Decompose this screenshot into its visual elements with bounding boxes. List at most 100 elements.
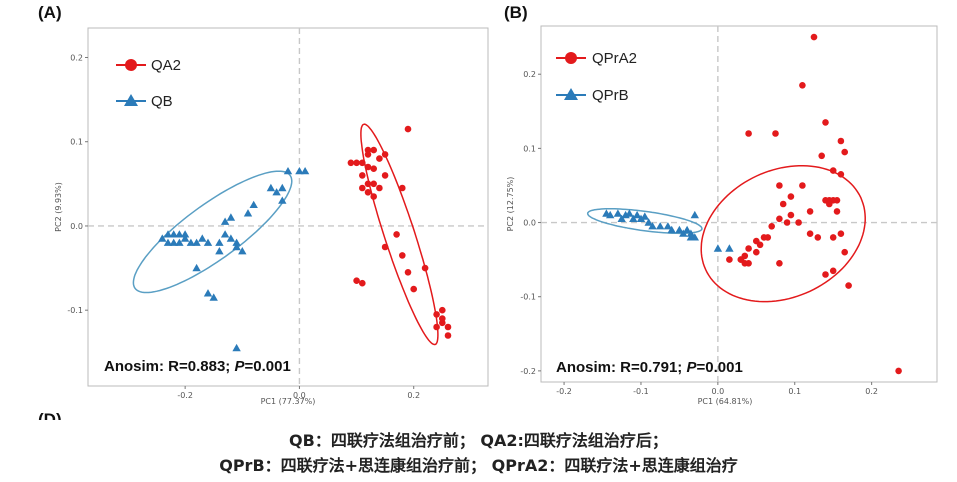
point-qpra2 [783, 219, 791, 226]
point-qpra2 [837, 230, 845, 237]
point-qb [163, 230, 173, 238]
point-qa2 [439, 306, 446, 314]
point-qpra2 [822, 271, 829, 278]
point-qpra2 [795, 219, 802, 226]
x-tick-label: 0.2 [407, 391, 420, 400]
point-qb [220, 230, 230, 238]
point-qa2 [370, 146, 378, 154]
panel-b: (B) -0.2 -0.1 0.0 0.1 0.2 0.20.10.0-0.1-0.2 … [504, 3, 938, 406]
figure-caption: QB：四联疗法组治疗前； QA2:四联疗法组治疗后； QPrB：四联疗法+思连康… [0, 428, 957, 478]
point-qb [192, 263, 201, 272]
point-qa2 [364, 151, 372, 158]
x-tick-label: -0.1 [633, 387, 649, 396]
point-qprb [675, 225, 684, 234]
point-qpra2 [810, 33, 818, 41]
y-tick-label: 0.1 [70, 138, 83, 147]
legend-qb-label: QB [151, 93, 173, 110]
point-qpra2 [753, 248, 760, 256]
point-qa2 [353, 277, 360, 285]
point-qb [158, 234, 167, 242]
point-qpra2 [814, 234, 822, 241]
panel-d-label-cut: (D) [38, 410, 62, 420]
point-qa2 [359, 172, 366, 179]
panel-a-zero-lines [88, 28, 488, 386]
point-qpra2 [787, 211, 795, 219]
y-tick-label: -0.2 [520, 367, 536, 376]
point-qprb [606, 210, 615, 219]
panel-a-points [158, 125, 452, 352]
point-qb [209, 293, 218, 301]
y-tick-label: 0.0 [70, 222, 83, 231]
ellipse-qb [132, 170, 293, 294]
point-qprb [682, 225, 692, 234]
panel-b-y-ticks: 0.2 0.1 0.0 -0.1 -0.2 [520, 70, 541, 376]
point-qb [192, 238, 201, 246]
panel-a-label: (A) [38, 3, 62, 22]
panel-a-plot-border [87, 27, 489, 387]
point-qprb [667, 225, 676, 234]
legend-qb-marker [124, 94, 138, 106]
point-qa2 [444, 332, 452, 339]
point-qb [203, 289, 213, 297]
point-qpra2 [806, 208, 814, 215]
point-qb [169, 230, 178, 238]
point-qpra2 [768, 223, 775, 230]
point-qpra2 [745, 260, 752, 267]
point-qb [238, 247, 247, 255]
point-qa2 [359, 159, 366, 167]
point-qb [226, 213, 236, 221]
caption-line-2: QPrB：四联疗法+思连康组治疗前； QPrA2：四联疗法+思连康组治疗 [219, 456, 738, 475]
point-qprb [713, 244, 723, 252]
point-qpra2 [726, 256, 733, 263]
panel-b-y-axis-label: PC2 (12.75%) [506, 177, 515, 232]
legend-qpra2-label: QPrA2 [592, 50, 637, 67]
point-qb [232, 343, 241, 352]
panel-b-plot-border [540, 25, 938, 383]
point-qpra2 [756, 241, 764, 249]
caption-line-1: QB：四联疗法组治疗前； QA2:四联疗法组治疗后； [289, 431, 668, 450]
point-qb [203, 238, 213, 246]
point-qprb [648, 222, 657, 230]
point-qa2 [376, 155, 383, 162]
point-qa2 [444, 323, 452, 331]
point-qpra2 [841, 248, 848, 256]
point-qpra2 [806, 230, 814, 237]
point-qb [215, 247, 224, 255]
point-qa2 [404, 269, 412, 276]
point-qpra2 [895, 367, 902, 375]
point-qb [295, 167, 304, 175]
x-tick-label: 0.2 [865, 387, 878, 396]
y-tick-label: 0.0 [523, 219, 536, 228]
legend-qa2-marker [125, 59, 137, 71]
panel-b-label: (B) [504, 3, 528, 22]
point-qa2 [353, 159, 360, 167]
panel-b-x-axis-label: PC1 (64.81%) [698, 397, 753, 406]
point-qa2 [347, 159, 355, 167]
point-qb [186, 238, 196, 246]
point-qb [226, 234, 236, 242]
ellipse-qprb [586, 208, 703, 235]
point-qa2 [376, 184, 383, 192]
point-qpra2 [829, 234, 837, 241]
point-qb [249, 200, 258, 208]
point-qpra2 [829, 167, 837, 174]
panel-a-anosim-stat: Anosim: R=0.883; P=0.001 [104, 358, 291, 375]
panel-a-legend: QA2 QB [116, 57, 181, 110]
x-tick-label: 0.1 [788, 387, 801, 396]
panel-b-zero-lines [541, 26, 937, 382]
point-qpra2 [837, 171, 845, 178]
point-qa2 [399, 252, 406, 259]
point-qpra2 [822, 119, 829, 126]
point-qpra2 [841, 148, 848, 156]
point-qb [180, 234, 190, 242]
point-qa2 [399, 184, 406, 192]
legend-qa2-label: QA2 [151, 57, 181, 74]
panel-a-y-ticks: 0.2 0.1 0.0 -0.1 [67, 53, 88, 315]
x-tick-label: 0.0 [711, 387, 724, 396]
point-qa2 [381, 243, 389, 251]
point-qa2 [359, 279, 366, 287]
point-qpra2 [787, 193, 795, 200]
panel-b-points [602, 33, 902, 375]
point-qb [272, 188, 281, 196]
point-qa2 [370, 165, 378, 172]
